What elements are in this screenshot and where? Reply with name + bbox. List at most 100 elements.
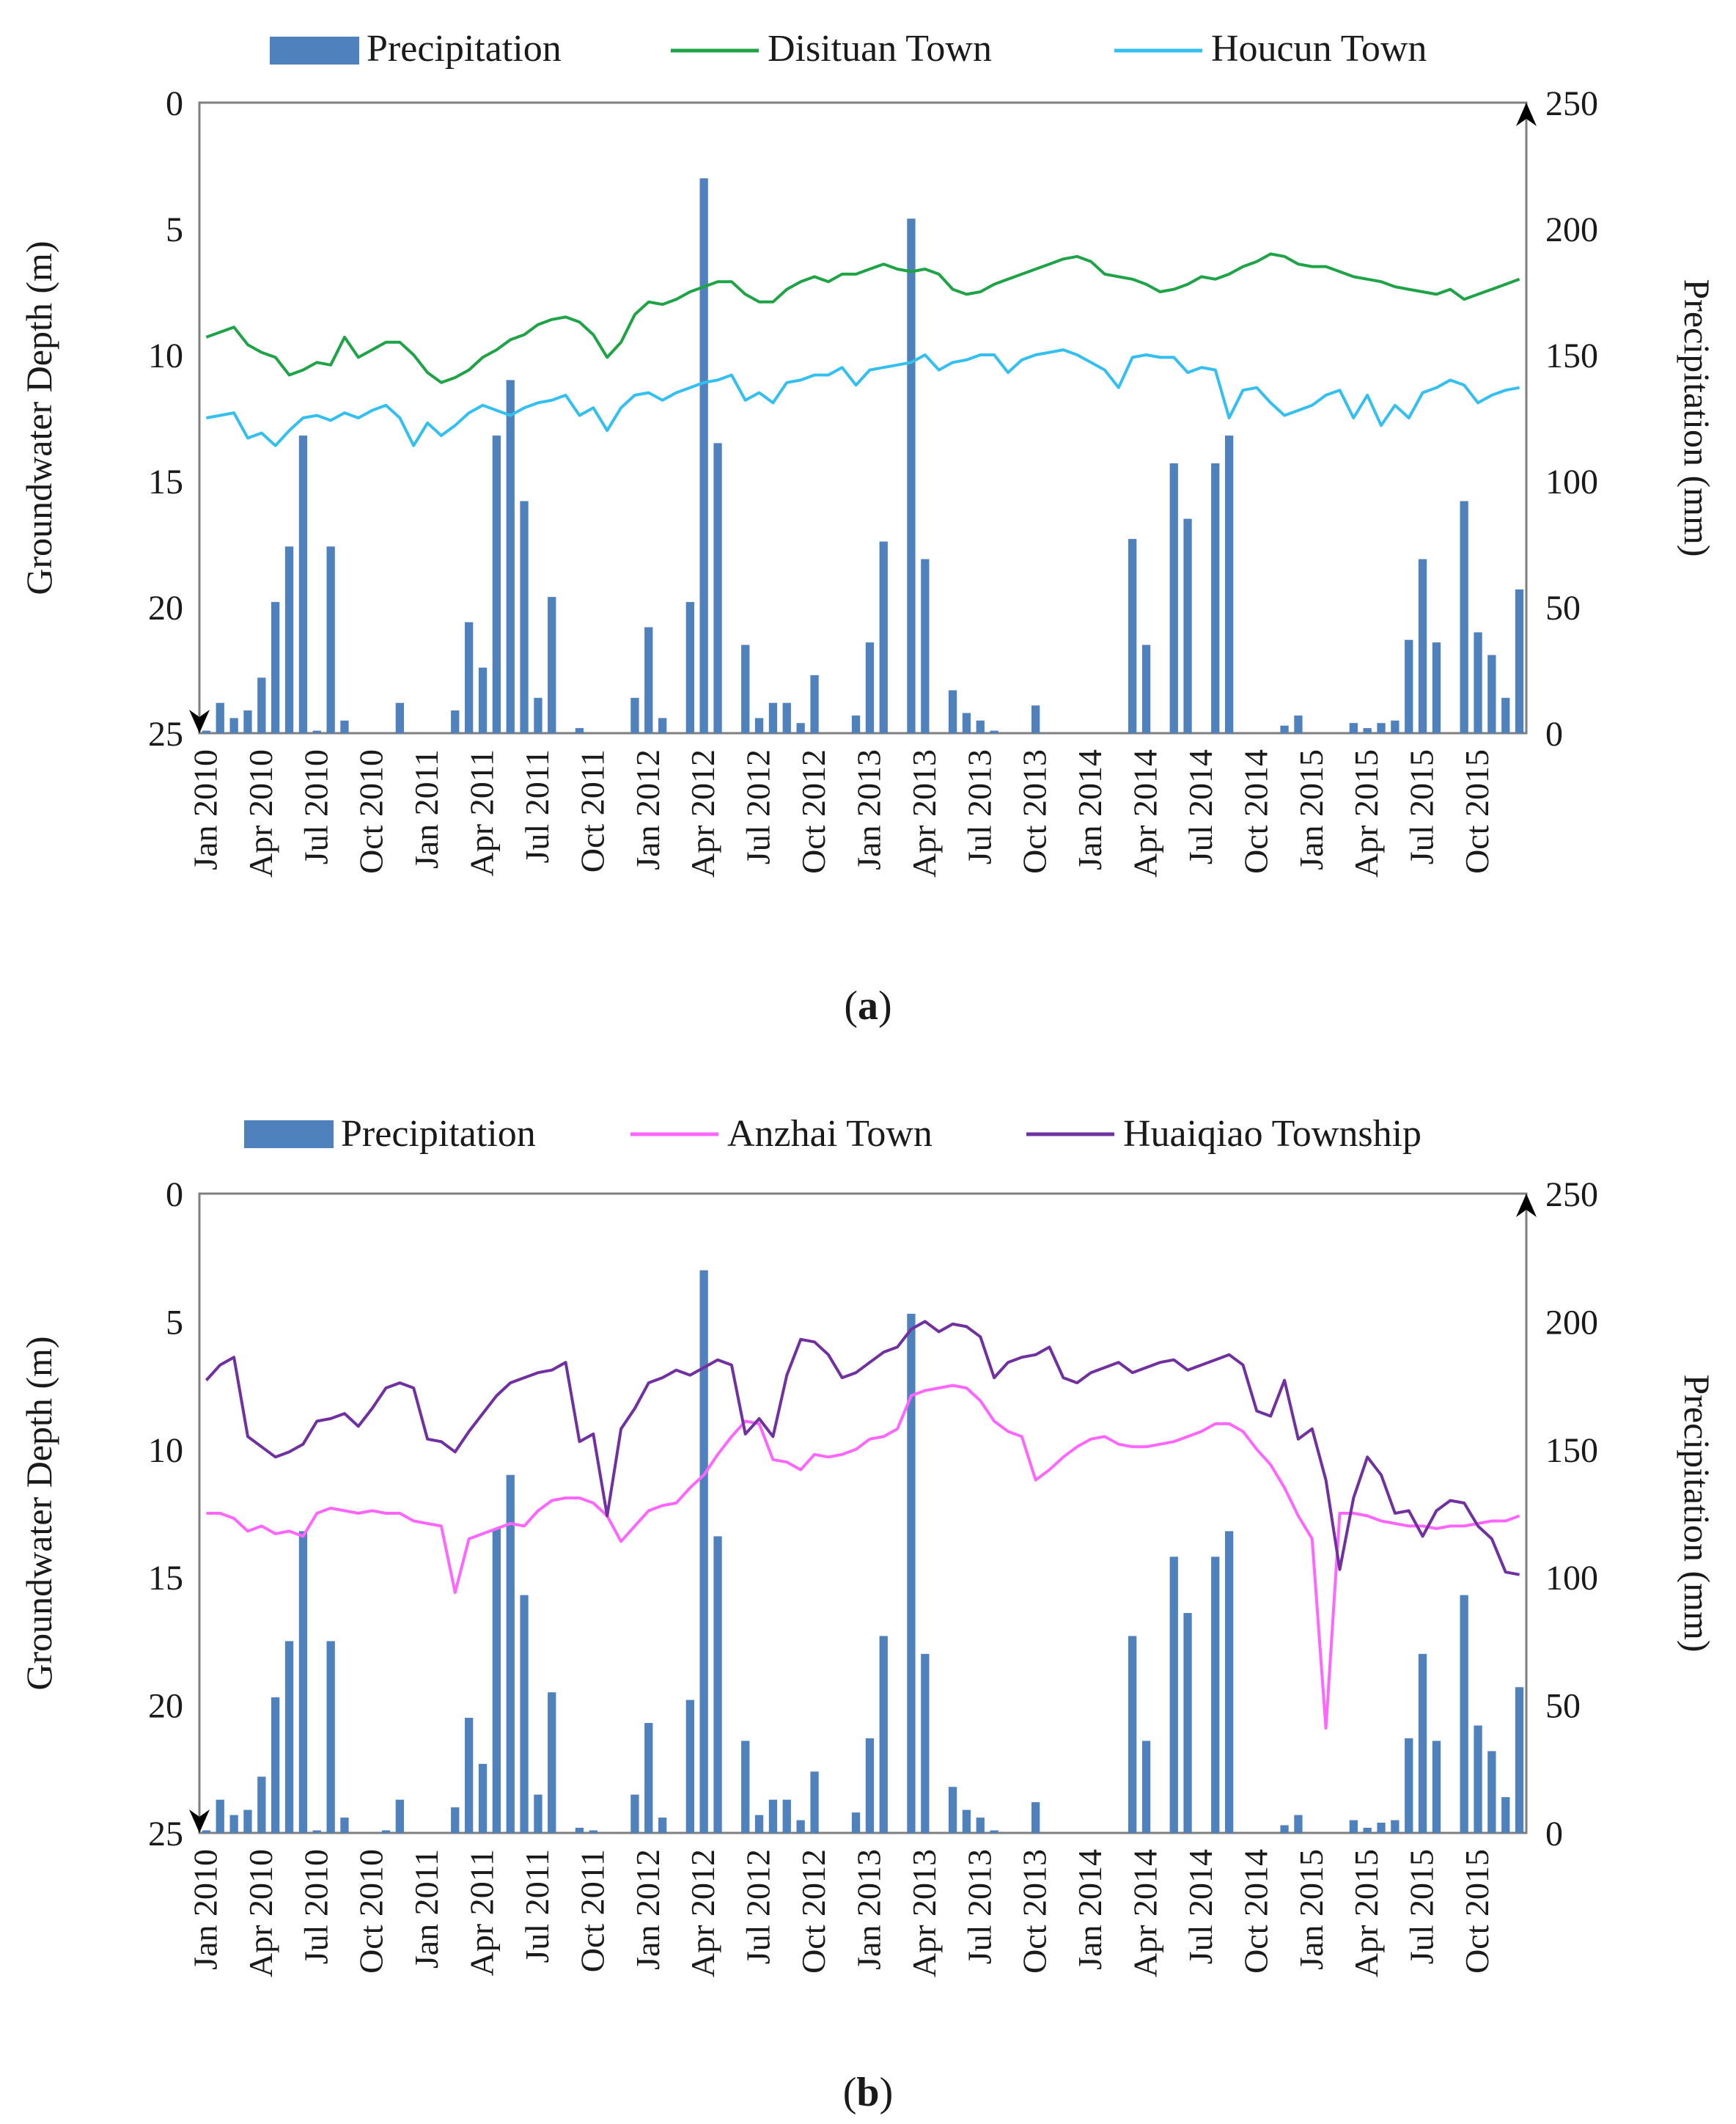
axis-arrows-b [189, 1194, 1537, 1833]
precipitation-bar [575, 1828, 584, 1833]
precipitation-bar [216, 1799, 224, 1833]
x-axis-tick-label: Jan 2014 [1071, 749, 1108, 870]
precipitation-bar [1169, 1557, 1178, 1833]
right-axis-tick-label: 200 [1545, 1303, 1598, 1342]
right-axis-tick-label: 250 [1545, 84, 1598, 123]
x-axis-tick-label: Jan 2011 [408, 1849, 445, 1969]
lines-b [205, 1320, 1520, 1730]
precipitation-bar [962, 1809, 971, 1833]
x-axis-tick-label: Jan 2014 [1071, 1849, 1108, 1970]
x-axis-ticks-b: Jan 2010 Apr 2010 Jul 2010 Oct 2010 Jan 2011… [186, 1849, 1496, 1977]
precipitation-bar [1349, 1820, 1358, 1833]
left-axis-arrow-b [189, 1809, 210, 1833]
legend-label-disituan: Disituan Town [768, 28, 992, 70]
precipitation-bar [865, 642, 875, 733]
precipitation-bar [520, 501, 529, 733]
precipitation-bar [229, 718, 238, 733]
panel-label-b: (b) [843, 2070, 893, 2115]
x-axis-ticks-a: Jan 2010 Apr 2010 Jul 2010 Oct 2010 Jan 2011… [186, 749, 1496, 878]
right-axis-tick-label: 150 [1545, 1431, 1598, 1470]
precipitation-bar [257, 677, 266, 733]
precipitation-bar [257, 1776, 266, 1833]
x-axis-tick-label: Oct 2015 [1458, 1849, 1496, 1974]
series-line-disituan-town [205, 252, 1520, 384]
plot-area-b [198, 1192, 1528, 1834]
panel-a: Precipitation Disituan Town Houcun Town … [18, 28, 1718, 1029]
precipitation-bar [948, 1787, 957, 1833]
precipitation-bar [658, 1818, 667, 1833]
precipitation-bar [1363, 1828, 1372, 1833]
precipitation-bar [534, 1794, 542, 1833]
precipitation-bar [865, 1738, 875, 1833]
left-axis-tick-label: 10 [148, 337, 183, 375]
legend-a: Precipitation Disituan Town Houcun Town [270, 28, 1427, 70]
panel-label-a: (a) [844, 983, 891, 1029]
precipitation-bar [381, 1830, 391, 1833]
precipitation-bar [810, 675, 819, 733]
left-axis-tick-label: 0 [166, 84, 183, 123]
panel-b: Precipitation Anzhai Town Huaiqiao Towns… [18, 1113, 1718, 2115]
precipitation-bar [1487, 655, 1496, 733]
precipitation-bar [1418, 1653, 1427, 1833]
x-axis-tick-label: Jul 2011 [518, 1849, 556, 1963]
precipitation-bar [1391, 720, 1400, 733]
axis-arrows-a [189, 103, 1537, 733]
legend-b: Precipitation Anzhai Town Huaiqiao Towns… [244, 1113, 1421, 1155]
precipitation-bar [1487, 1751, 1496, 1833]
right-axis-tick-label: 0 [1545, 1815, 1563, 1853]
precipitation-bar [284, 1641, 294, 1833]
precipitation-bar [451, 710, 460, 733]
precipitation-bar [492, 1528, 501, 1833]
precipitation-bar [990, 730, 998, 733]
x-axis-tick-label: Apr 2011 [463, 1849, 501, 1976]
x-axis-tick-label: Apr 2010 [242, 749, 279, 878]
x-axis-tick-label: Apr 2015 [1347, 749, 1385, 878]
x-axis-tick-label: Apr 2013 [905, 749, 943, 878]
x-axis-tick-label: Jul 2015 [1403, 1849, 1441, 1964]
precipitation-bar [851, 1812, 861, 1833]
series-line-anzhai-town [206, 1383, 1520, 1730]
left-axis-label-b: Groundwater Depth (m) [18, 1336, 59, 1690]
x-axis-tick-label: Apr 2011 [463, 749, 501, 876]
x-axis-tick-label: Jan 2012 [629, 1849, 666, 1970]
right-axis-arrow-b [1516, 1194, 1537, 1217]
legend-label-anzhai: Anzhai Town [727, 1113, 933, 1155]
precipitation-bar [1128, 539, 1137, 733]
bars-b [202, 1270, 1524, 1833]
precipitation-bar [1225, 1531, 1234, 1833]
precipitation-bar [1460, 1595, 1468, 1833]
precipitation-bar [1141, 1741, 1151, 1833]
precipitation-bar [1349, 723, 1358, 733]
precipitation-bar [962, 713, 971, 733]
precipitation-bar [851, 715, 861, 733]
x-axis-tick-label: Jan 2013 [850, 749, 887, 870]
legend-label-houcun: Houcun Town [1211, 28, 1427, 70]
x-axis-tick-label: Oct 2014 [1237, 1849, 1274, 1974]
panel-letter-b: b [856, 2070, 879, 2115]
x-axis-tick-label: Jul 2013 [960, 749, 998, 864]
right-axis-tick-label: 50 [1545, 589, 1581, 628]
precipitation-bar [768, 1799, 778, 1833]
legend-swatch-precipitation [270, 37, 359, 65]
x-axis-tick-label: Jan 2011 [408, 749, 445, 869]
precipitation-bar [1432, 1741, 1441, 1833]
precipitation-bar [879, 1636, 888, 1833]
precipitation-bar [298, 1531, 308, 1833]
precipitation-bar [1405, 1738, 1413, 1833]
x-axis-tick-label: Oct 2010 [353, 749, 390, 874]
left-axis-tick-label: 20 [148, 589, 183, 628]
precipitation-bar [907, 218, 916, 733]
x-axis-tick-label: Oct 2015 [1458, 749, 1496, 874]
right-axis-tick-label: 100 [1545, 463, 1598, 501]
precipitation-bar [229, 1815, 238, 1833]
precipitation-bar [340, 1818, 349, 1833]
precipitation-bar [1280, 725, 1289, 733]
legend-label-huaiqiao: Huaiqiao Township [1123, 1113, 1421, 1155]
x-axis-tick-label: Jul 2014 [1182, 1849, 1219, 1964]
x-axis-tick-label: Apr 2014 [1127, 1849, 1164, 1977]
left-axis-label-a: Groundwater Depth (m) [18, 240, 59, 595]
left-axis-arrow-a [189, 710, 210, 733]
left-axis-tick-label: 10 [148, 1431, 183, 1470]
precipitation-bar [644, 627, 653, 733]
